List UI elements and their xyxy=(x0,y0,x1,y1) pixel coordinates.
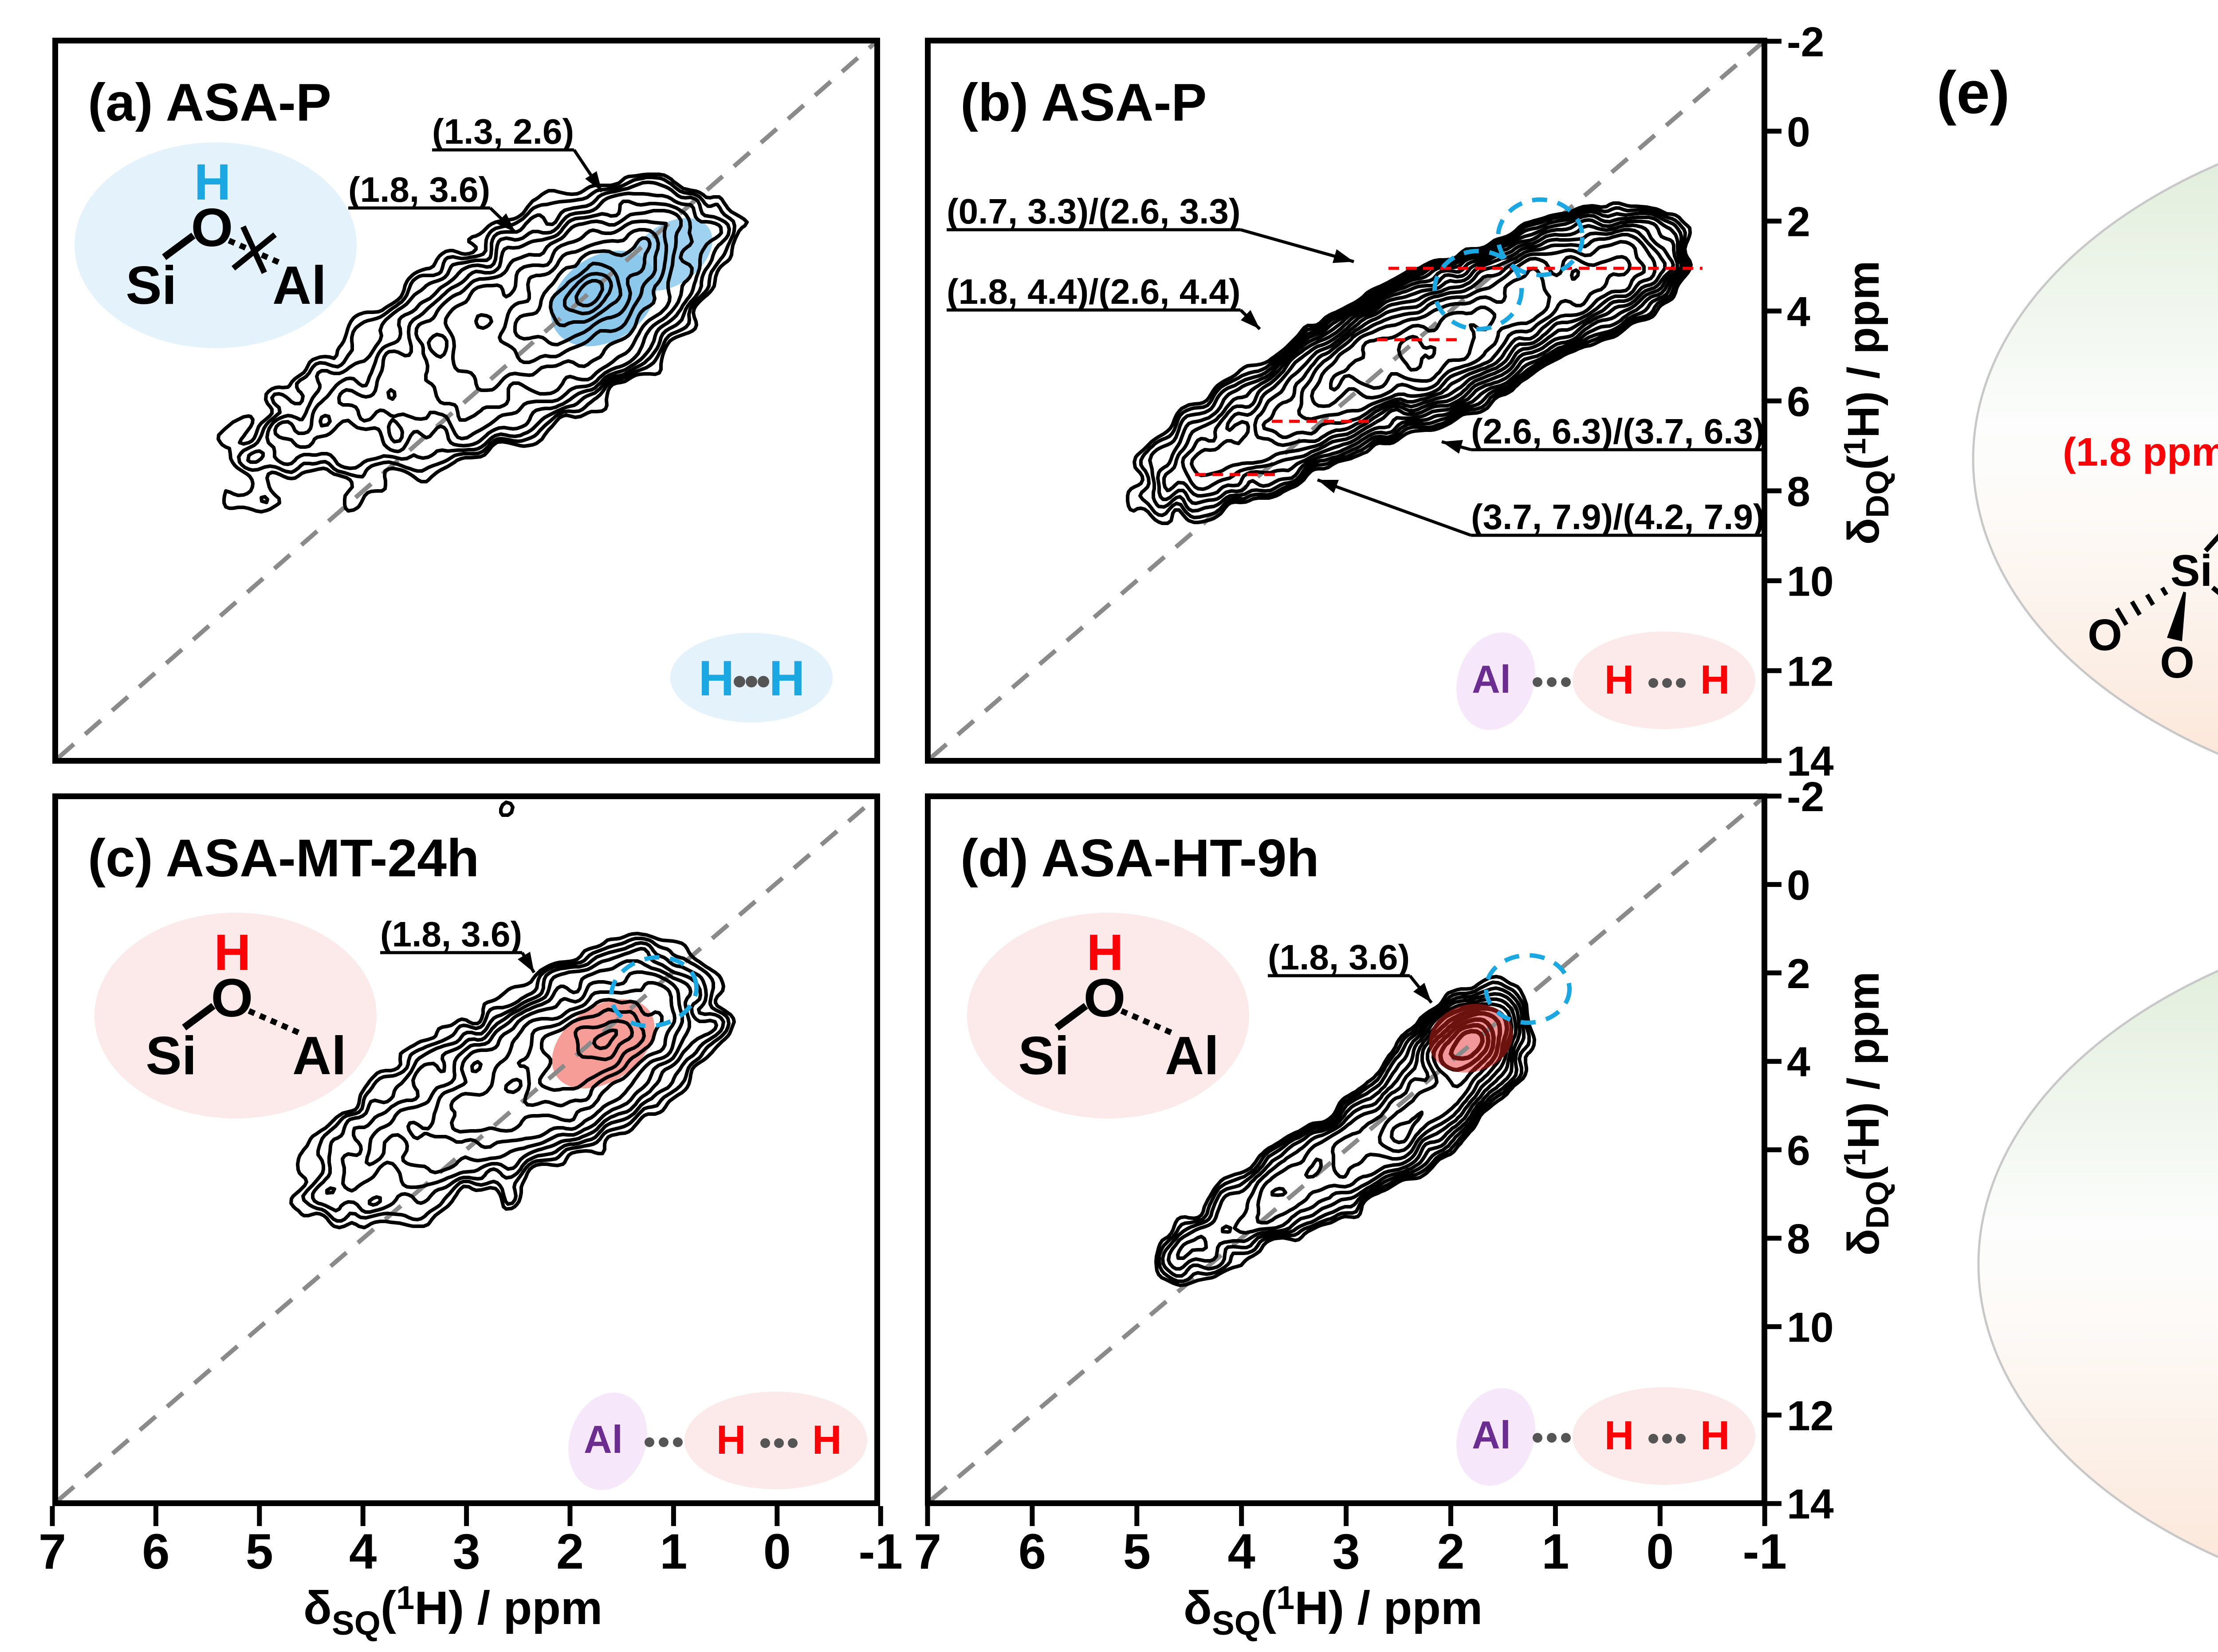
svg-text:2: 2 xyxy=(1437,1524,1464,1579)
svg-text:δSQ(1H) / ppm: δSQ(1H) / ppm xyxy=(1184,1579,1483,1642)
svg-text:(1.8, 3.6): (1.8, 3.6) xyxy=(380,914,522,954)
svg-text:H: H xyxy=(1086,924,1123,981)
svg-text:(b) ASA-P: (b) ASA-P xyxy=(960,73,1207,132)
svg-text:O: O xyxy=(191,197,233,258)
svg-text:Al: Al xyxy=(1472,657,1511,701)
svg-text:H: H xyxy=(769,651,805,706)
svg-text:H: H xyxy=(716,1417,746,1463)
svg-text:H: H xyxy=(812,1417,842,1463)
svg-text:5: 5 xyxy=(1123,1524,1151,1579)
svg-text:12: 12 xyxy=(1787,648,1834,695)
svg-text:(e): (e) xyxy=(1937,59,2010,126)
svg-text:(1.8, 4.4)/(2.6, 4.4): (1.8, 4.4)/(2.6, 4.4) xyxy=(947,272,1241,311)
svg-text:Si: Si xyxy=(2171,546,2212,596)
svg-text:H: H xyxy=(699,651,735,706)
svg-text:Si: Si xyxy=(146,1025,197,1086)
svg-text:6: 6 xyxy=(1787,378,1810,425)
svg-text:8: 8 xyxy=(1787,468,1810,515)
svg-text:Al: Al xyxy=(272,255,326,315)
svg-text:12: 12 xyxy=(1787,1393,1834,1440)
svg-text:6: 6 xyxy=(142,1524,169,1579)
svg-text:5: 5 xyxy=(246,1524,273,1579)
svg-text:O: O xyxy=(1084,968,1126,1028)
svg-text:Al: Al xyxy=(584,1417,623,1461)
svg-text:-2: -2 xyxy=(1787,19,1824,66)
svg-text:4: 4 xyxy=(1787,288,1810,335)
svg-text:Si: Si xyxy=(1018,1025,1069,1086)
svg-text:2: 2 xyxy=(556,1524,584,1579)
svg-text:4: 4 xyxy=(349,1524,377,1579)
svg-text:(c) ASA-MT-24h: (c) ASA-MT-24h xyxy=(88,828,479,888)
svg-text:0: 0 xyxy=(1787,862,1810,909)
svg-text:14: 14 xyxy=(1787,1481,1834,1528)
svg-text:Al: Al xyxy=(292,1025,346,1086)
svg-text:-1: -1 xyxy=(1742,1524,1787,1579)
svg-text:O: O xyxy=(2160,638,2194,687)
svg-text:8: 8 xyxy=(1787,1216,1810,1263)
svg-text:2: 2 xyxy=(1787,199,1810,246)
svg-text:4: 4 xyxy=(1787,1039,1810,1086)
svg-text:H: H xyxy=(214,924,251,981)
svg-text:(1.8 ppm): (1.8 ppm) xyxy=(2063,430,2218,475)
svg-text:O: O xyxy=(211,968,253,1028)
svg-text:1: 1 xyxy=(660,1524,687,1579)
svg-text:(d) ASA-HT-9h: (d) ASA-HT-9h xyxy=(960,828,1319,888)
svg-text:H: H xyxy=(1700,1413,1730,1458)
svg-text:H: H xyxy=(1605,657,1634,702)
svg-text:(0.7, 3.3)/(2.6, 3.3): (0.7, 3.3)/(2.6, 3.3) xyxy=(947,192,1241,231)
svg-text:δDQ(1H) / ppm: δDQ(1H) / ppm xyxy=(1837,972,1896,1256)
svg-text:0: 0 xyxy=(1646,1524,1674,1579)
svg-text:4: 4 xyxy=(1228,1524,1255,1579)
svg-text:(2.6, 6.3)/(3.7, 6.3): (2.6, 6.3)/(3.7, 6.3) xyxy=(1471,412,1762,451)
svg-text:6: 6 xyxy=(1019,1524,1046,1579)
svg-text:Si: Si xyxy=(126,255,177,315)
svg-text:0: 0 xyxy=(1787,109,1810,156)
svg-text:7: 7 xyxy=(914,1524,941,1579)
svg-text:14: 14 xyxy=(1787,738,1834,785)
svg-text:7: 7 xyxy=(39,1524,66,1579)
svg-text:O: O xyxy=(2088,610,2122,660)
svg-text:10: 10 xyxy=(1787,558,1834,605)
svg-text:Al: Al xyxy=(1472,1413,1511,1457)
svg-text:δDQ(1H) / ppm: δDQ(1H) / ppm xyxy=(1837,261,1896,545)
svg-text:(3.7, 7.9)/(4.2, 7.9): (3.7, 7.9)/(4.2, 7.9) xyxy=(1471,497,1762,537)
svg-text:2: 2 xyxy=(1787,950,1810,997)
svg-text:H: H xyxy=(1700,657,1730,702)
svg-text:(1.8, 3.6): (1.8, 3.6) xyxy=(348,170,490,209)
svg-text:-1: -1 xyxy=(858,1524,903,1579)
svg-text:(a) ASA-P: (a) ASA-P xyxy=(88,73,331,132)
svg-text:10: 10 xyxy=(1787,1304,1834,1351)
svg-text:δSQ(1H) / ppm: δSQ(1H) / ppm xyxy=(303,1579,603,1642)
svg-text:1: 1 xyxy=(1542,1524,1569,1579)
svg-text:0: 0 xyxy=(763,1524,791,1579)
svg-text:6: 6 xyxy=(1787,1127,1810,1174)
svg-text:(1.8, 3.6): (1.8, 3.6) xyxy=(1268,938,1410,977)
svg-text:H: H xyxy=(194,154,231,211)
svg-text:-2: -2 xyxy=(1787,773,1824,820)
svg-text:3: 3 xyxy=(1332,1524,1360,1579)
svg-text:Al: Al xyxy=(1165,1025,1219,1086)
svg-text:H: H xyxy=(1605,1413,1634,1458)
svg-text:(1.3, 2.6): (1.3, 2.6) xyxy=(432,112,574,151)
svg-text:3: 3 xyxy=(452,1524,480,1579)
